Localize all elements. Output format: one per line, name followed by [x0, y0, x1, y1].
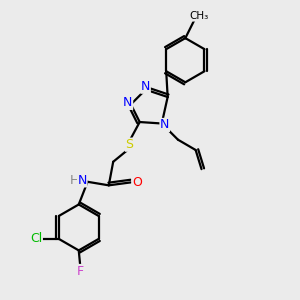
Text: S: S [125, 138, 134, 151]
Text: Cl: Cl [30, 232, 42, 245]
Text: H: H [70, 174, 79, 187]
Text: F: F [77, 265, 84, 278]
Text: N: N [141, 80, 150, 93]
Text: O: O [132, 176, 142, 189]
Text: N: N [78, 174, 87, 187]
Text: CH₃: CH₃ [189, 11, 208, 21]
Text: N: N [123, 96, 133, 110]
Text: N: N [160, 118, 169, 131]
